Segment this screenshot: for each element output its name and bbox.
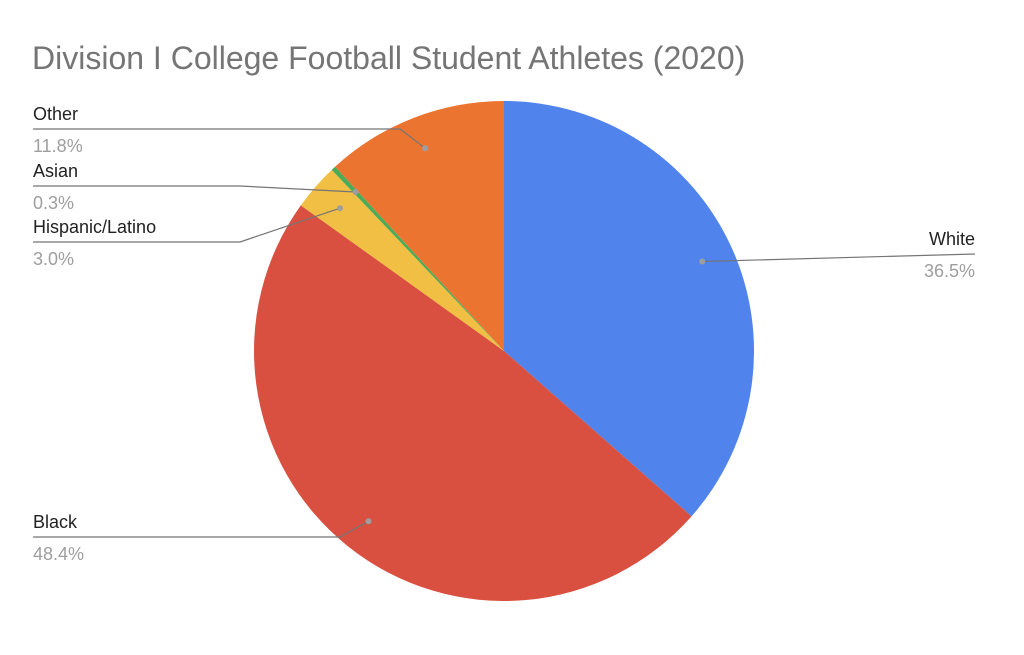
slice-label-other: Other 11.8% bbox=[33, 104, 429, 156]
pie-slice-hispanic-latino[interactable] bbox=[300, 169, 504, 351]
category-label: Hispanic/Latino bbox=[33, 217, 156, 237]
leader-line bbox=[33, 520, 369, 538]
pie-slice-asian[interactable] bbox=[331, 166, 504, 351]
percentage-label: 48.4% bbox=[33, 544, 84, 564]
category-label: Other bbox=[33, 104, 78, 124]
leader-dot bbox=[422, 145, 429, 152]
percentage-label: 3.0% bbox=[33, 249, 74, 269]
leader-line bbox=[33, 207, 341, 243]
pie-slice-other[interactable] bbox=[335, 101, 504, 351]
leader-dot bbox=[699, 258, 706, 265]
leader-line bbox=[702, 253, 976, 263]
slice-label-white: White 36.5% bbox=[699, 229, 976, 281]
chart-title: Division I College Football Student Athl… bbox=[32, 40, 746, 76]
percentage-label: 36.5% bbox=[924, 261, 975, 281]
slice-label-hispanic-latino: Hispanic/Latino 3.0% bbox=[33, 205, 343, 269]
leader-line bbox=[33, 128, 426, 149]
category-label: Black bbox=[33, 512, 78, 532]
leader-line bbox=[33, 185, 356, 193]
slice-label-black: Black 48.4% bbox=[33, 512, 372, 564]
pie-slice-black[interactable] bbox=[254, 205, 692, 601]
leader-dot bbox=[352, 189, 359, 195]
leader-dot bbox=[337, 205, 343, 212]
slice-label-asian: Asian 0.3% bbox=[33, 161, 359, 213]
leader-dot bbox=[365, 518, 372, 525]
category-label: Asian bbox=[33, 161, 78, 181]
percentage-label: 11.8% bbox=[33, 136, 83, 156]
pie-slice-white[interactable] bbox=[504, 101, 755, 517]
category-label: White bbox=[929, 229, 975, 249]
percentage-label: 0.3% bbox=[33, 193, 74, 213]
